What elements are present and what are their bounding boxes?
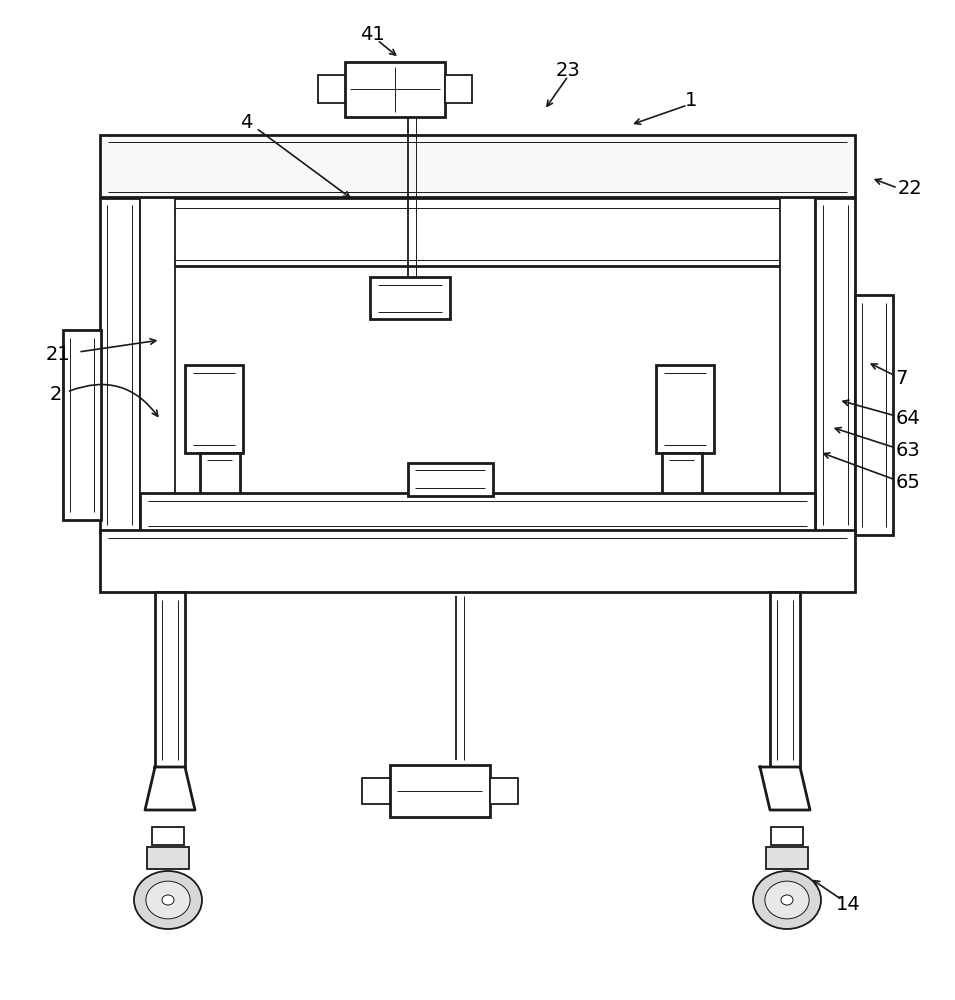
Bar (815, 198, 855, 533)
Bar (408, 463, 493, 496)
Text: 7: 7 (896, 368, 908, 387)
Bar (345, 62, 445, 117)
Text: 1: 1 (686, 91, 697, 109)
Bar (656, 365, 714, 453)
Bar (766, 847, 808, 869)
Bar (445, 75, 472, 103)
Text: 41: 41 (360, 25, 385, 44)
Ellipse shape (146, 881, 190, 919)
Text: 23: 23 (556, 60, 581, 80)
Bar (855, 295, 893, 535)
Ellipse shape (162, 895, 174, 905)
Bar (155, 592, 185, 767)
Bar (152, 827, 184, 845)
Ellipse shape (134, 871, 202, 929)
Bar (185, 365, 243, 453)
Bar (63, 330, 101, 520)
Bar (125, 198, 830, 266)
Bar (490, 778, 518, 804)
Bar (318, 75, 345, 103)
Text: 14: 14 (836, 896, 860, 914)
Text: 21: 21 (46, 346, 71, 364)
Bar (100, 198, 140, 533)
Bar (147, 847, 189, 869)
Bar (662, 453, 702, 498)
Bar (200, 453, 240, 498)
Bar (140, 493, 815, 533)
Ellipse shape (765, 881, 809, 919)
Bar (770, 592, 800, 767)
Text: 2: 2 (50, 385, 62, 404)
Text: 4: 4 (241, 112, 252, 131)
Bar (140, 198, 175, 533)
Ellipse shape (781, 895, 793, 905)
Polygon shape (760, 767, 810, 810)
Bar (390, 765, 490, 817)
Ellipse shape (753, 871, 821, 929)
Text: 22: 22 (898, 178, 923, 198)
Bar (100, 530, 855, 592)
Bar (100, 135, 855, 197)
Bar (771, 827, 803, 845)
Text: 64: 64 (896, 408, 921, 428)
Text: 65: 65 (896, 473, 921, 491)
Text: 63: 63 (896, 440, 921, 460)
Bar (362, 778, 390, 804)
Bar (780, 198, 815, 533)
Bar (370, 277, 450, 319)
Polygon shape (145, 767, 195, 810)
